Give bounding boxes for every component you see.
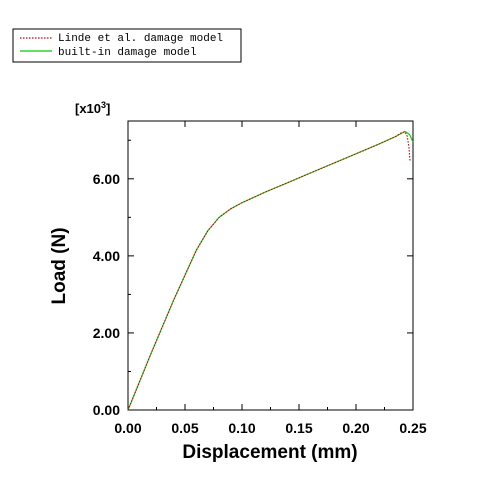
legend-label-linde: Linde et al. damage model xyxy=(58,33,223,45)
y-axis-title: Load (N) xyxy=(49,227,70,304)
series-line-builtin xyxy=(127,130,414,411)
x-tick-label: 0.05 xyxy=(171,420,198,436)
x-axis: 0.00 0.05 0.10 0.15 0.20 0.25 xyxy=(114,121,427,436)
x-tick-label: 0.15 xyxy=(285,420,312,436)
y-axis: 0.00 2.00 4.00 6.00 xyxy=(93,139,413,418)
y-multiplier-exponent: 3 xyxy=(101,100,106,110)
plot-frame xyxy=(127,120,414,411)
x-axis-title: Displacement (mm) xyxy=(182,442,357,463)
plot-area xyxy=(127,130,414,411)
x-tick-label: 0.20 xyxy=(342,420,369,436)
legend-box xyxy=(12,28,242,63)
x-tick-label: 0.10 xyxy=(228,420,255,436)
y-tick-label: 0.00 xyxy=(93,402,120,418)
x-tick-label: 0.25 xyxy=(399,420,426,436)
y-tick-label: 2.00 xyxy=(93,325,120,341)
y-multiplier-label: [x103] xyxy=(75,100,110,116)
y-tick-label: 4.00 xyxy=(93,248,120,264)
legend-label-builtin: built-in damage model xyxy=(58,47,197,59)
y-tick-label: 6.00 xyxy=(93,171,120,187)
x-tick-label: 0.00 xyxy=(114,420,141,436)
series-line-linde xyxy=(127,131,411,411)
legend: Linde et al. damage model built-in damag… xyxy=(12,28,242,63)
